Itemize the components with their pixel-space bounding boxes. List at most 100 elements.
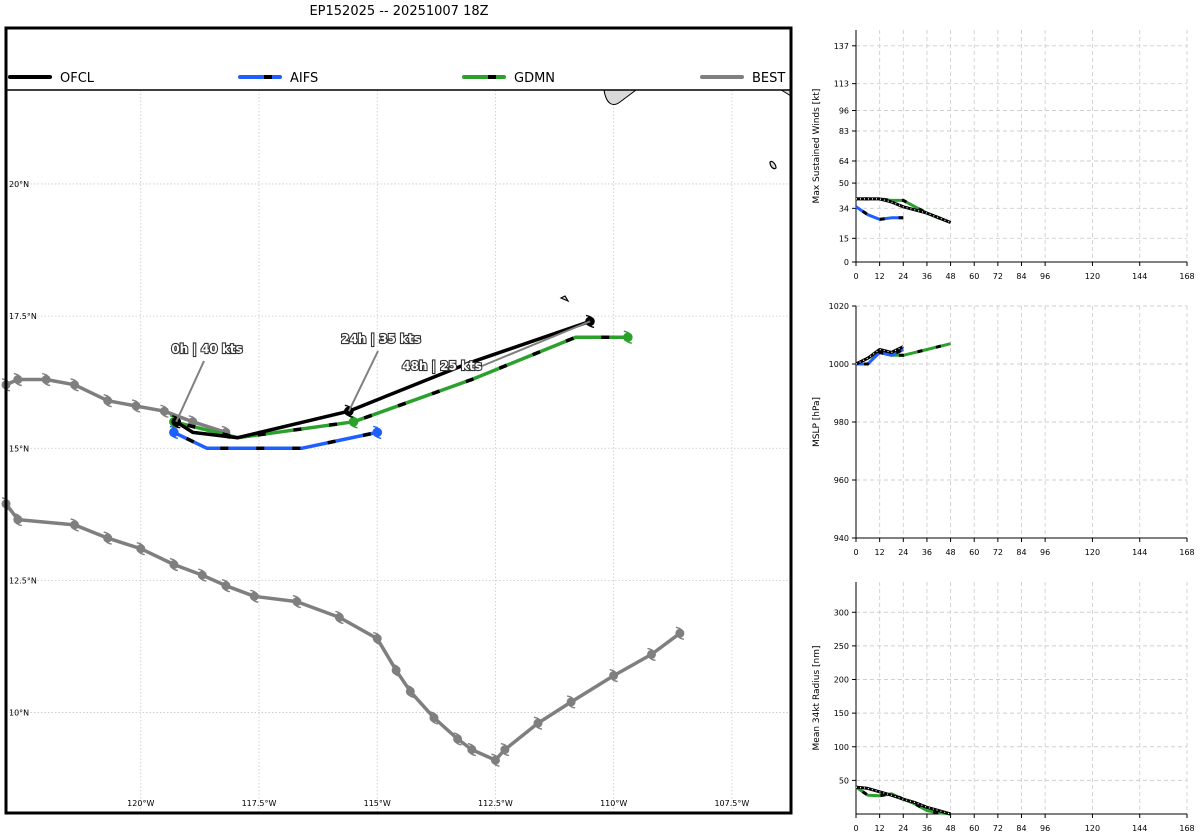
legend-label-best: BEST bbox=[752, 71, 785, 86]
storm-symbol bbox=[373, 631, 382, 646]
panel-y-tick-label: 64 bbox=[839, 157, 849, 166]
panel-y-tick-label: 100 bbox=[834, 743, 849, 752]
panel-x-tick-label: 24 bbox=[898, 824, 908, 833]
storm-symbol bbox=[335, 610, 344, 625]
best-track-point bbox=[13, 515, 23, 525]
panel-y-tick-label: 980 bbox=[834, 418, 849, 427]
land-island bbox=[769, 160, 777, 170]
panel-y-tick-label: 34 bbox=[839, 204, 849, 213]
track-map: 120°W 117.5°W 115°W 112.5°W 110°W 107.5°W 10°N… bbox=[1, 26, 793, 815]
panel-x-tick-label: 0 bbox=[853, 824, 858, 833]
best-track-point bbox=[646, 649, 656, 659]
map-y-tick-label: 12.5°N bbox=[9, 576, 37, 585]
panel-y-tick-label: 96 bbox=[839, 106, 849, 115]
panel-x-tick-label: 60 bbox=[969, 548, 979, 557]
best-track-point bbox=[533, 718, 543, 728]
annotation-leader bbox=[175, 360, 205, 423]
storm-symbol bbox=[1, 378, 11, 392]
storm-symbol bbox=[429, 711, 439, 725]
panel-y-tick-label: 150 bbox=[834, 709, 849, 718]
panel-series-dash bbox=[855, 785, 951, 816]
map-x-tick-label: 112.5°W bbox=[478, 799, 513, 808]
panel-x-tick-label: 48 bbox=[945, 548, 955, 557]
legend-box bbox=[5, 27, 792, 91]
panel-x-tick-label: 72 bbox=[993, 824, 1003, 833]
panel-series-dots bbox=[855, 786, 951, 815]
storm-symbol bbox=[491, 753, 500, 767]
aifs-track-point bbox=[169, 427, 179, 438]
storm-symbol bbox=[250, 589, 259, 603]
storm-symbol bbox=[566, 695, 576, 709]
panel-y-tick-label: 1020 bbox=[829, 302, 849, 311]
panel-x-tick-label: 168 bbox=[1179, 272, 1194, 281]
best-track-point bbox=[159, 406, 169, 416]
mslp-panel: 0 12 24 36 48 60 72 84 96 120 144 168 940 960 980 1000 1… bbox=[812, 302, 1195, 557]
best-track-point bbox=[405, 686, 415, 696]
panel-x-tick-label: 84 bbox=[1016, 548, 1026, 557]
map-x-tick-label: 120°W bbox=[127, 799, 154, 808]
storm-symbol bbox=[391, 663, 401, 677]
panel-x-tick-label: 0 bbox=[853, 548, 858, 557]
best-track-point bbox=[249, 591, 259, 601]
storm-symbol bbox=[623, 330, 633, 344]
panel-x-tick-label: 36 bbox=[922, 272, 932, 281]
forecast-annotation: 0h | 40 kts bbox=[171, 342, 242, 356]
storm-symbol bbox=[13, 372, 22, 387]
best-track-point bbox=[609, 671, 619, 681]
best-track-point bbox=[13, 375, 23, 385]
best-track-point bbox=[372, 634, 382, 644]
wind-panel: 0 12 24 36 48 60 72 84 96 120 144 168 0 15 34 50 64 83 96 1… bbox=[812, 30, 1195, 281]
gdmn-track-point bbox=[348, 417, 359, 427]
best-track-point bbox=[70, 520, 80, 530]
panel-series-dash bbox=[856, 348, 904, 366]
panel-series-dots bbox=[855, 346, 904, 365]
storm-symbol bbox=[467, 742, 476, 757]
panel-y-tick-label: 83 bbox=[839, 127, 849, 136]
legend-label-ofcl: OFCL bbox=[60, 71, 95, 86]
panel-x-tick-label: 72 bbox=[993, 272, 1003, 281]
panel-x-tick-label: 0 bbox=[853, 272, 858, 281]
storm-symbol bbox=[131, 399, 141, 413]
best-track-point bbox=[453, 734, 463, 744]
panel-y-tick-label: 960 bbox=[834, 476, 849, 485]
storm-symbol bbox=[103, 531, 112, 545]
panel-series-dots bbox=[856, 198, 951, 224]
storm-symbol bbox=[292, 594, 301, 609]
aifs-track-dash bbox=[173, 430, 378, 451]
land-island bbox=[559, 295, 570, 303]
panel-y-tick-label: 1000 bbox=[829, 360, 849, 369]
best-track-point bbox=[500, 745, 510, 755]
panel-x-tick-label: 84 bbox=[1016, 824, 1026, 833]
land-island bbox=[603, 89, 638, 105]
forecast-annotation: 24h | 35 kts bbox=[341, 332, 421, 346]
best-track-point bbox=[103, 396, 113, 406]
storm-symbol bbox=[13, 512, 22, 527]
map-y-tick-label: 15°N bbox=[9, 444, 29, 453]
panel-x-tick-label: 144 bbox=[1132, 272, 1147, 281]
panel-y-tick-label: 137 bbox=[834, 42, 849, 51]
panel-x-tick-label: 12 bbox=[875, 824, 885, 833]
ofcl-track-line bbox=[175, 319, 591, 440]
best-track-point bbox=[103, 533, 113, 543]
panel-x-tick-label: 120 bbox=[1085, 548, 1100, 557]
panel-x-tick-label: 60 bbox=[969, 824, 979, 833]
best-track-line bbox=[4, 502, 681, 762]
best-track-point bbox=[221, 581, 231, 591]
best-track-point bbox=[429, 713, 439, 723]
panel-x-tick-label: 36 bbox=[922, 548, 932, 557]
panel-y-tick-label: 200 bbox=[834, 676, 849, 685]
map-y-tick-label: 20°N bbox=[9, 180, 29, 189]
panel-y-tick-label: 0 bbox=[844, 258, 849, 267]
map-background bbox=[6, 28, 791, 813]
best-track-point bbox=[391, 665, 401, 675]
best-track-point bbox=[136, 544, 146, 554]
storm-symbol bbox=[1, 497, 11, 511]
panel-y-axis-label: MSLP [hPa] bbox=[812, 397, 822, 447]
panel-x-tick-label: 60 bbox=[969, 272, 979, 281]
storm-symbol bbox=[169, 557, 179, 572]
map-x-tick-label: 117.5°W bbox=[242, 799, 277, 808]
panel-y-tick-label: 113 bbox=[834, 80, 849, 89]
legend-label-aifs: AIFS bbox=[290, 71, 318, 86]
storm-symbol bbox=[406, 684, 415, 699]
